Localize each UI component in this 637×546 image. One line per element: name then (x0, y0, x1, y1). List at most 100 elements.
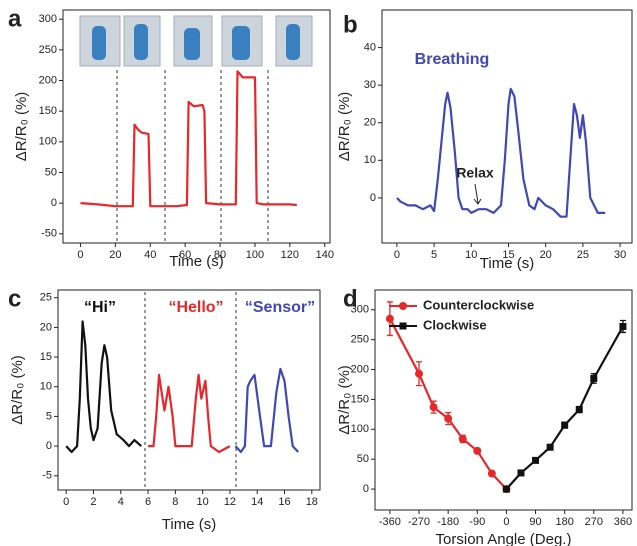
x-axis-label: Time (s) (480, 255, 534, 272)
y-tick-label: 30 (364, 79, 376, 91)
plot-frame (57, 289, 321, 491)
x-tick-label: 100 (246, 249, 264, 261)
y-tick-label: 150 (39, 105, 57, 117)
marker (444, 414, 453, 423)
y-tick-label: 200 (39, 74, 57, 86)
y-tick-label: 100 (39, 136, 57, 148)
plot-frame (374, 289, 633, 511)
x-tick-label: 0 (77, 249, 83, 261)
x-tick-label: 18 (306, 496, 318, 508)
data-line (388, 318, 508, 490)
marker (473, 446, 482, 455)
y-tick-label: 10 (40, 381, 52, 393)
marker (561, 421, 569, 429)
y-tick-label: 50 (357, 453, 369, 465)
x-tick-label: 25 (577, 249, 589, 261)
panel-label: b (343, 11, 358, 38)
y-tick-label: 40 (364, 41, 376, 53)
x-tick-label: 60 (179, 249, 191, 261)
annotation: Relax (456, 165, 494, 181)
x-tick-label: -360 (379, 516, 401, 528)
marker (619, 322, 627, 330)
legend-marker (399, 322, 407, 330)
x-tick-label: 2 (90, 496, 96, 508)
x-tick-label: 15 (502, 249, 514, 261)
x-tick-label: 16 (278, 496, 290, 508)
y-tick-label: 5 (46, 410, 52, 422)
x-tick-label: 180 (555, 516, 573, 528)
x-tick-label: 8 (172, 496, 178, 508)
x-tick-label: 5 (431, 249, 437, 261)
x-tick-label: 4 (118, 496, 124, 508)
legend-marker (399, 302, 407, 310)
y-tick-label: 0 (370, 192, 376, 204)
x-tick-label: 20 (109, 249, 121, 261)
y-tick-label: 25 (40, 292, 52, 304)
y-tick-label: 150 (351, 393, 369, 405)
x-tick-label: -270 (408, 516, 430, 528)
marker (415, 369, 424, 378)
marker (487, 469, 496, 478)
series-label: “Hi” (84, 299, 116, 316)
y-axis-label: ΔR/R₀ (%) (336, 365, 353, 435)
data-line (396, 87, 606, 218)
annotation-arrow (473, 183, 482, 205)
x-tick-label: 360 (614, 516, 632, 528)
x-axis-label: Time (s) (169, 253, 223, 270)
y-tick-label: 300 (351, 304, 369, 316)
marker (502, 485, 510, 493)
y-tick-label: 15 (40, 351, 52, 363)
y-tick-label: 50 (45, 166, 57, 178)
x-axis-label: Torsion Angle (Deg.) (436, 531, 572, 546)
panel-label: a (8, 5, 22, 32)
panel-label: c (8, 285, 21, 312)
x-tick-label: 10 (197, 496, 209, 508)
y-tick-label: 250 (39, 44, 57, 56)
y-tick-label: 0 (51, 197, 57, 209)
x-tick-label: -180 (437, 516, 459, 528)
x-tick-label: 90 (529, 516, 541, 528)
x-tick-label: 12 (224, 496, 236, 508)
y-tick-label: 100 (351, 423, 369, 435)
hand (184, 28, 200, 60)
x-tick-label: 120 (281, 249, 299, 261)
x-axis-label: Time (s) (162, 516, 216, 533)
legend-label: Counterclockwise (423, 297, 534, 312)
x-tick-label: 6 (145, 496, 151, 508)
x-tick-label: 0 (394, 249, 400, 261)
data-line (80, 70, 297, 208)
y-tick-label: -5 (42, 470, 52, 482)
y-tick-label: 20 (40, 321, 52, 333)
y-tick-label: 250 (351, 334, 369, 346)
x-tick-label: 0 (503, 516, 509, 528)
x-tick-label: 20 (540, 249, 552, 261)
y-tick-label: -50 (41, 228, 57, 240)
data-line (148, 373, 231, 454)
x-tick-label: -90 (469, 516, 485, 528)
x-tick-label: 40 (144, 249, 156, 261)
marker (532, 456, 540, 464)
data-line (505, 325, 624, 490)
x-tick-label: 80 (214, 249, 226, 261)
marker (575, 406, 583, 414)
data-line (65, 320, 142, 454)
annotation: Breathing (415, 51, 490, 68)
marker (385, 314, 394, 323)
y-tick-label: 20 (364, 117, 376, 129)
x-tick-label: 270 (585, 516, 603, 528)
data-line (234, 367, 300, 454)
marker (458, 434, 467, 443)
y-axis-label: ΔR/R₀ (%) (13, 92, 30, 162)
y-axis-label: ΔR/R₀ (%) (336, 92, 353, 162)
plot-frame (381, 9, 633, 244)
hand (232, 26, 250, 60)
y-axis-label: ΔR/R₀ (%) (9, 355, 26, 425)
x-tick-label: 30 (614, 249, 626, 261)
hand (286, 24, 300, 60)
y-tick-label: 0 (46, 440, 52, 452)
x-tick-label: 14 (251, 496, 263, 508)
hand (134, 24, 148, 60)
series-label: “Sensor” (245, 299, 315, 316)
y-tick-label: 200 (351, 363, 369, 375)
